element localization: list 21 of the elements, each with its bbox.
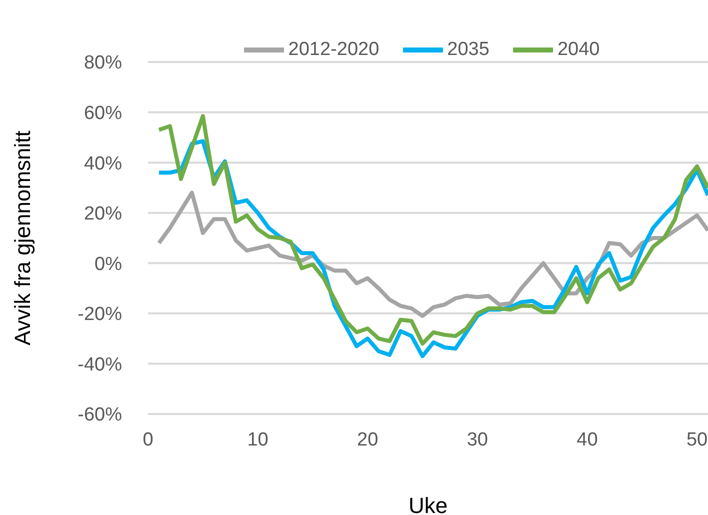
y-tick-label: -60%: [78, 404, 122, 426]
y-tick-label: 0%: [94, 254, 122, 275]
x-tick-label: 40: [576, 429, 598, 450]
x-tick-label: 10: [247, 429, 268, 450]
x-tick-label: 20: [357, 429, 378, 450]
legend-label: 2035: [447, 39, 490, 60]
y-tick-label: -40%: [78, 354, 122, 376]
legend-label: 2040: [557, 39, 600, 60]
y-tick-label: -20%: [78, 304, 122, 326]
y-tick-label: 60%: [84, 103, 122, 124]
line-series: [156, 114, 708, 346]
x-tick-label: 50: [686, 429, 708, 450]
line-series: [156, 190, 708, 318]
legend-label: 2012-2020: [288, 39, 380, 60]
x-tick-label: 30: [466, 429, 488, 450]
y-tick-label: 20%: [84, 204, 122, 225]
x-tick-label: 0: [142, 429, 154, 450]
y-tick-label: 40%: [84, 153, 122, 174]
y-axis-title: Avvik fra gjennomsnitt: [10, 130, 35, 346]
x-axis-title: Uke: [408, 493, 448, 515]
y-tick-label: 80%: [84, 52, 122, 74]
